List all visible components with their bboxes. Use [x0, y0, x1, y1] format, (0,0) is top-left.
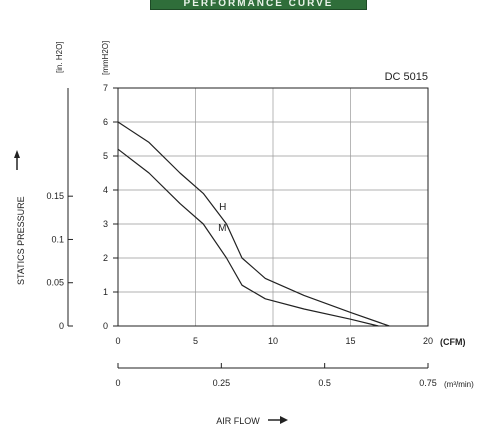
y-tick-label: 6 — [103, 117, 108, 127]
y-axis-unit-mmh2o: [mmH2O] — [101, 41, 110, 75]
x2-tick-label: 0.75 — [419, 378, 437, 388]
y2-tick-label: 0.05 — [46, 278, 64, 288]
series-group: HM — [117, 121, 390, 327]
x-tick-label: 5 — [193, 336, 198, 346]
y-axis-arrow-icon — [14, 150, 20, 158]
y-tick-label: 3 — [103, 219, 108, 229]
x-axis-unit-cfm: (CFM) — [440, 337, 466, 347]
y2-tick-label: 0.15 — [46, 191, 64, 201]
series-line-m — [117, 148, 379, 327]
y-tick-label: 2 — [103, 253, 108, 263]
x2-tick-label: 0.5 — [318, 378, 331, 388]
y-tick-label: 5 — [103, 151, 108, 161]
x-tick-label: 15 — [345, 336, 355, 346]
y-axis-label: STATICS PRESSURE — [16, 196, 26, 285]
x-tick-label: 0 — [115, 336, 120, 346]
y-axis-unit-in-h2o: [in. H2O] — [55, 41, 64, 73]
y-tick-label: 0 — [103, 321, 108, 331]
axes-group: 0 5 10 15 20 0 1 2 3 4 5 6 7 0 0.05 0.1 0.15 0 0.25 0.5 0.75 — [14, 83, 437, 424]
y2-tick-label: 0 — [59, 321, 64, 331]
plot-frame — [117, 87, 429, 327]
x-tick-label: 20 — [423, 336, 433, 346]
x-axis-unit-m3: (m³/min) — [444, 380, 474, 389]
chart-title: DC 5015 — [385, 71, 428, 83]
series-label-m: M — [218, 223, 226, 234]
series-line-h — [117, 121, 390, 327]
series-label-h: H — [219, 202, 226, 213]
y-tick-label: 7 — [103, 83, 108, 93]
y-tick-label: 1 — [103, 287, 108, 297]
chart-grid — [117, 87, 429, 327]
banner: PERFORMANCE CURVE — [150, 0, 367, 10]
x-tick-label: 10 — [268, 336, 278, 346]
y-tick-label: 4 — [103, 185, 108, 195]
x2-tick-label: 0 — [115, 378, 120, 388]
y2-tick-label: 0.1 — [51, 234, 64, 244]
x-axis-label: AIR FLOW — [216, 416, 260, 425]
x-axis-arrow-icon — [280, 416, 288, 424]
x2-tick-label: 0.25 — [213, 378, 231, 388]
